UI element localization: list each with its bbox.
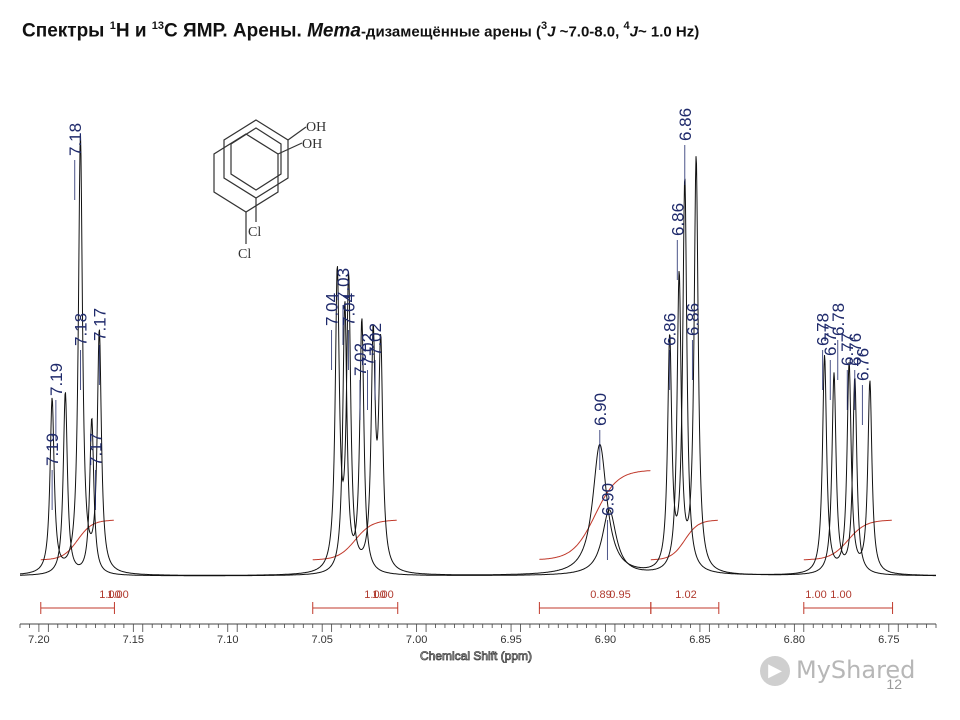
peak-label: 6.77 [821, 323, 840, 356]
integral-values: 1.001.00 1.001.00 0.890.95 1.02 1.00 1.00 [99, 589, 851, 601]
x-tick-label: 6.95 [500, 634, 521, 646]
integral-value: 1.00 [99, 589, 120, 601]
integral-trace [539, 470, 651, 560]
x-tick-label: 6.85 [689, 634, 710, 646]
title-part5: ~7.0-8.0, [555, 23, 624, 41]
x-tick-label: 7.00 [406, 634, 427, 646]
x-tick-label: 7.10 [217, 634, 238, 646]
spectrum-trace-2 [20, 156, 936, 577]
peak-label: 6.78 [814, 313, 833, 346]
peak-label: 7.18 [71, 313, 90, 346]
watermark-text: MyShared [796, 656, 916, 684]
integral-trace [312, 519, 397, 561]
chemical-structure [213, 119, 307, 244]
title-sup4: 4 [623, 20, 630, 32]
integral-value: 0.89 [590, 589, 611, 601]
peak-label: 6.77 [838, 333, 857, 366]
peak-label: 7.19 [47, 363, 66, 396]
oh-label-bottom: OH [302, 137, 322, 152]
peak-label: 6.86 [683, 303, 702, 336]
peak-labels: 7.197.197.187.187.177.17 7.047.037.047.02… [43, 108, 872, 560]
title-sup1: 1 [109, 20, 116, 32]
slide-title: Спектры 1H и 13C ЯМР. Арены. Мета-дизаме… [22, 20, 952, 42]
title-part4: -дизамещённые арены ( [360, 23, 542, 41]
integral-value: 1.00 [372, 589, 393, 601]
integral-bars [40, 602, 894, 614]
peak-label: 7.03 [334, 268, 353, 301]
title-part1: Спектры [22, 20, 110, 42]
peak-label: 7.17 [87, 433, 106, 466]
bond-oh-bottom [277, 142, 303, 155]
title-j2: J [629, 23, 638, 41]
peak-label: 6.86 [676, 108, 695, 141]
integral-value: 1.00 [107, 589, 128, 601]
peak-label: 6.78 [829, 303, 848, 336]
integral-value: 1.00 [805, 589, 826, 601]
integral-value: 1.00 [364, 589, 385, 601]
title-part2: H и [115, 20, 152, 42]
title-italic: Мета [307, 20, 361, 42]
x-tick-label: 7.05 [311, 634, 332, 646]
spectrum-lines [20, 134, 936, 577]
x-tick-label: 7.15 [123, 634, 144, 646]
integral-value: 1.02 [675, 589, 696, 601]
integral-trace [650, 519, 718, 561]
x-tick-label: 7.20 [28, 634, 49, 646]
peak-label: 7.18 [66, 123, 85, 156]
benzene-ring-inner-back [230, 127, 282, 191]
peak-label: 6.76 [853, 348, 872, 381]
peak-label: 7.17 [90, 308, 109, 341]
page-number: 12 [886, 676, 902, 692]
peak-label: 7.19 [43, 433, 62, 466]
spectrum-trace-1 [20, 134, 936, 576]
peak-label: 7.02 [351, 343, 370, 376]
title-part3: C ЯМР. Арены. [164, 20, 308, 42]
title-j1: J [547, 23, 556, 41]
peak-label: 7.04 [323, 293, 342, 326]
x-tick-label: 6.90 [595, 634, 616, 646]
title-sup3: 3 [541, 20, 548, 32]
cl-label-top: Cl [248, 225, 261, 240]
x-axis-label: Chemical Shift (ppm) [420, 649, 532, 663]
peak-label: 7.02 [359, 333, 378, 366]
bond-oh-top [287, 126, 307, 141]
peak-label: 6.90 [591, 393, 610, 426]
cl-label-bottom: Cl [238, 247, 251, 262]
title-sup2: 13 [151, 20, 165, 32]
integral-value: 0.95 [609, 589, 630, 601]
integral-trace [40, 519, 114, 561]
title-part6: ~ 1.0 Hz) [637, 23, 700, 41]
peak-label: 6.76 [846, 333, 865, 366]
integral-traces [40, 470, 892, 561]
x-axis: 7.20 7.15 7.10 7.05 7.00 6.95 6.90 6.85 6.80 6.75 [19, 623, 937, 646]
watermark-logo-icon: ▶ [760, 656, 790, 686]
peak-label: 6.86 [668, 203, 687, 236]
peak-label: 6.90 [598, 483, 617, 516]
x-tick-label: 6.75 [878, 634, 899, 646]
oh-label-top: OH [306, 120, 326, 135]
peak-label: 7.04 [340, 293, 359, 326]
integral-value: 1.00 [830, 589, 851, 601]
watermark: ▶ MyShared [760, 656, 915, 686]
integral-trace [803, 519, 892, 561]
peak-label: 6.86 [661, 313, 680, 346]
peak-label: 7.02 [366, 323, 385, 356]
x-tick-label: 6.80 [784, 634, 805, 646]
